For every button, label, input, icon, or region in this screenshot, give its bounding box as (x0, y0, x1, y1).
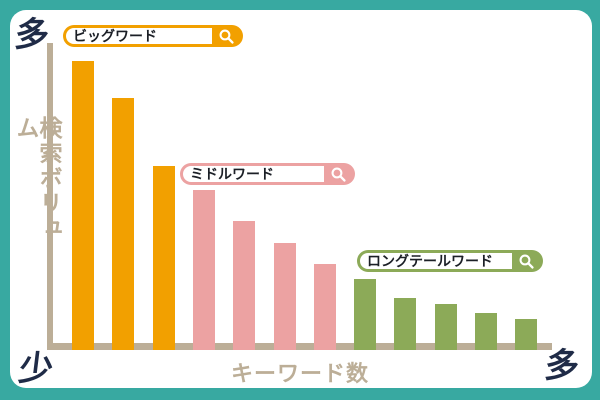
bar-5 (233, 221, 256, 350)
bar-9 (394, 297, 417, 350)
search-tag-label: ミドルワード (190, 167, 274, 182)
search-input-big-word[interactable]: ビッグワード (66, 28, 212, 44)
search-input-middle-word[interactable]: ミドルワード (183, 166, 324, 182)
axis-origin-label: 少 (16, 349, 56, 389)
search-icon[interactable] (512, 253, 540, 269)
search-icon[interactable] (324, 166, 352, 182)
x-axis-title: キーワード数 (230, 362, 369, 387)
search-tag-big-word: ビッグワード (63, 25, 243, 47)
x-axis-max-label: 多 (542, 346, 582, 386)
bar-11 (475, 313, 497, 350)
y-axis-max-label: 多 (12, 15, 52, 55)
search-tag-longtail-word: ロングテールワード (357, 250, 543, 272)
bar-1 (72, 61, 94, 350)
bar-2 (112, 98, 135, 350)
bar-7 (313, 264, 336, 350)
bar-10 (434, 303, 457, 350)
bar-8 (354, 279, 377, 350)
y-axis-line (47, 43, 53, 350)
search-tag-middle-word: ミドルワード (180, 163, 355, 185)
bar-3 (152, 165, 175, 350)
search-tag-label: ビッグワード (73, 29, 157, 44)
x-axis-line (47, 343, 552, 350)
y-axis-title: 検索ボリューム (12, 116, 61, 266)
bar-6 (273, 242, 296, 350)
search-tag-label: ロングテールワード (367, 254, 493, 269)
bar-4 (192, 190, 215, 350)
search-input-longtail-word[interactable]: ロングテールワード (360, 253, 512, 269)
bar-12 (515, 319, 538, 350)
search-icon[interactable] (212, 28, 240, 44)
